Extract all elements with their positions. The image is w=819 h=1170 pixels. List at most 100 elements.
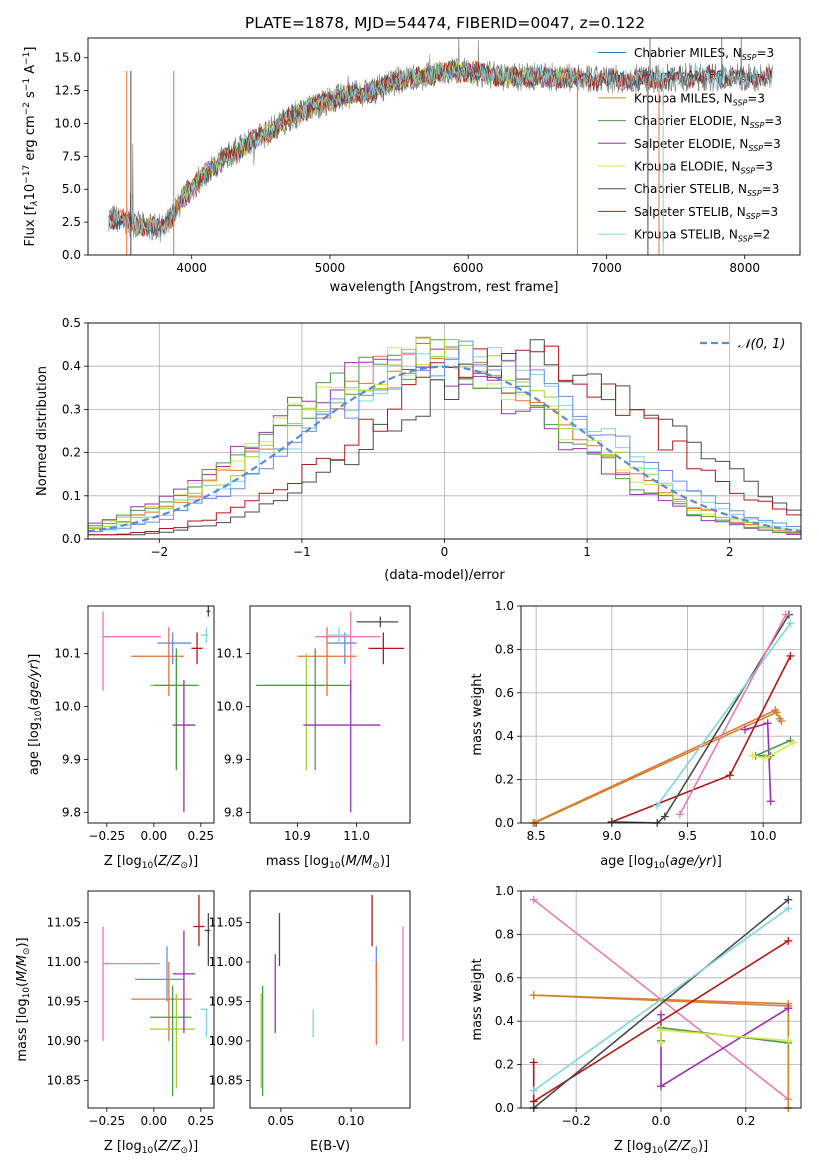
legend-entry: Chabrier ELODIE, NSSP=3 (634, 114, 782, 130)
x-tick-label: 8000 (729, 261, 760, 275)
y-tick-label: 11.05 (47, 916, 81, 930)
x-tick-label: 5000 (315, 261, 346, 275)
mass-weight-line (744, 722, 772, 802)
x-tick-label: 0.2 (736, 1114, 755, 1128)
x-tick-label: 7000 (591, 261, 622, 275)
y-tick-label: 9.8 (224, 805, 243, 819)
z-mw-xlabel: Z [log10(Z/Z⊙)] (614, 1139, 708, 1156)
x-tick-label: 0.10 (338, 1114, 365, 1128)
y-tick-label: 10.0 (216, 700, 243, 714)
y-tick-label: 11.05 (209, 916, 243, 930)
figure-title: PLATE=1878, MJD=54474, FIBERID=0047, z=0… (245, 14, 645, 32)
spectrum-plot (108, 38, 773, 255)
y-tick-label: 10.85 (47, 1073, 81, 1087)
y-tick-label: 10.85 (209, 1073, 243, 1087)
x-tick-label: 0.00 (140, 829, 167, 843)
spectrum-frame (87, 37, 801, 256)
age_vs_mass_weight-frame (520, 605, 802, 824)
z_vs_age-frame (87, 605, 215, 824)
y-tick-label: 12.5 (54, 84, 81, 98)
z_vs_mass_weight-frame (520, 890, 802, 1109)
z-age-xlabel: Z [log10(Z/Z⊙)] (104, 854, 198, 871)
y-tick-label: 0.2 (495, 1058, 514, 1072)
y-tick-label: 15.0 (54, 51, 81, 65)
x-tick-label: 0.05 (268, 1114, 295, 1128)
legend-entry: Kroupa MILES, NSSP=3 (634, 91, 765, 107)
x-tick-label: −0.2 (562, 1114, 591, 1128)
y-tick-label: 10.1 (54, 647, 81, 661)
y-tick-label: 10.90 (209, 1034, 243, 1048)
y-tick-label: 0.6 (495, 971, 514, 985)
x-tick-label: −0.25 (88, 1114, 125, 1128)
x-tick-label: −2 (150, 545, 168, 559)
x-tick-label: 0 (441, 545, 449, 559)
y-tick-label: 10.1 (216, 647, 243, 661)
z_vs_mass-axes: −0.25 0.00 0.25 10.85 10.90 10.95 11.00 11.05 Z … (15, 894, 214, 1156)
mass-weight-line (533, 907, 789, 1092)
spectrum-axes: 4000 5000 6000 7000 8000 0.0 2.5 5.0 7.5 10.0 12.5… (22, 46, 782, 295)
legend-entry: Salpeter ELODIE, NSSP=3 (634, 137, 781, 153)
y-tick-label: 0.8 (495, 927, 514, 941)
x-tick-label: 10.0 (750, 829, 777, 843)
ebv-xlabel: E(B-V) (310, 1139, 350, 1154)
z_vs_mass-frame (87, 890, 215, 1109)
mass-weight-line (611, 614, 790, 824)
y-tick-label: 0.4 (495, 729, 514, 743)
x-tick-label: 8.5 (527, 829, 546, 843)
x-tick-label: 9.5 (678, 829, 697, 843)
mass-weight-line (660, 1007, 789, 1088)
residual-histogram (88, 345, 801, 536)
z-mw-ylabel: mass weight (470, 958, 485, 1040)
legend-entry: 𝒩(0, 1) (738, 337, 785, 352)
gaussian-curve (88, 365, 801, 533)
y-tick-label: 0.6 (495, 686, 514, 700)
y-tick-label: 7.5 (62, 149, 81, 163)
y-tick-label: 0.2 (62, 446, 81, 460)
y-tick-label: 11.00 (47, 955, 81, 969)
legend-entry: Kroupa ELODIE, NSSP=3 (634, 160, 773, 176)
y-tick-label: 9.9 (62, 752, 81, 766)
residual-histogram (88, 337, 801, 534)
x-tick-label: 11.0 (343, 829, 370, 843)
x-tick-label: 9.0 (602, 829, 621, 843)
y-tick-label: 9.9 (224, 752, 243, 766)
x-tick-label: 0.00 (140, 1114, 167, 1128)
z_vs_age-axes: −0.25 0.00 0.25 9.8 9.9 10.0 10.1 Z [log10(Z/Z⊙… (27, 606, 214, 871)
residuals-ylabel: Normed distribution (35, 366, 50, 496)
mass_vs_age-frame (249, 605, 411, 824)
mass-weight-line (533, 899, 789, 1109)
mass-age-xlabel: mass [log10(M/M⊙)] (266, 854, 390, 871)
x-tick-label: 2 (726, 545, 734, 559)
z_vs_mass_weight-axes: −0.2 0.0 0.2 0.0 0.2 0.4 0.6 0.8 1.0 Z [log10(Z/Z… (470, 884, 801, 1156)
legend-entry: Salpeter STELIB, NSSP=3 (634, 205, 778, 221)
x-tick-label: 0.25 (187, 1114, 214, 1128)
y-tick-label: 10.90 (47, 1034, 81, 1048)
y-tick-label: 1.0 (495, 599, 514, 613)
y-tick-label: 0.0 (62, 532, 81, 546)
legend-entry: Chabrier STELIB, NSSP=3 (634, 182, 779, 198)
y-tick-label: 5.0 (62, 182, 81, 196)
mass_vs_age-axes: 10.9 11.0 9.8 9.9 10.0 10.1 mass [log10(M/M⊙)] (216, 611, 405, 871)
mass-weight-line (656, 622, 792, 807)
residuals-plot (88, 336, 801, 536)
y-tick-label: 2.5 (62, 215, 81, 229)
model-line (108, 63, 773, 237)
spectrum-xlabel: wavelength [Angstrom, rest frame] (330, 280, 559, 295)
y-tick-label: 11.00 (209, 955, 243, 969)
y-tick-label: 9.8 (62, 805, 81, 819)
residuals-axes: −2 −1 0 1 2 0.0 0.1 0.2 0.3 0.4 0.5 (data-model)/er… (35, 316, 801, 583)
residuals-xlabel: (data-model)/error (384, 568, 505, 583)
y-tick-label: 0.5 (62, 316, 81, 330)
legend-entry: Chabrier MILES, NSSP=3 (634, 46, 774, 62)
y-tick-label: 1.0 (495, 884, 514, 898)
ebv_vs_mass-frame (249, 890, 411, 1109)
y-tick-label: 10.0 (54, 116, 81, 130)
y-tick-label: 0.4 (495, 1014, 514, 1028)
x-tick-label: 0.0 (651, 1114, 670, 1128)
x-tick-label: 1 (583, 545, 591, 559)
y-tick-label: 10.95 (209, 994, 243, 1008)
y-tick-label: 10.0 (54, 700, 81, 714)
x-tick-label: −0.25 (88, 829, 125, 843)
spectrum-ylabel: Flux [fλ10−17 erg cm−2 s−1 A−1] (22, 47, 40, 247)
x-tick-label: 4000 (176, 261, 207, 275)
